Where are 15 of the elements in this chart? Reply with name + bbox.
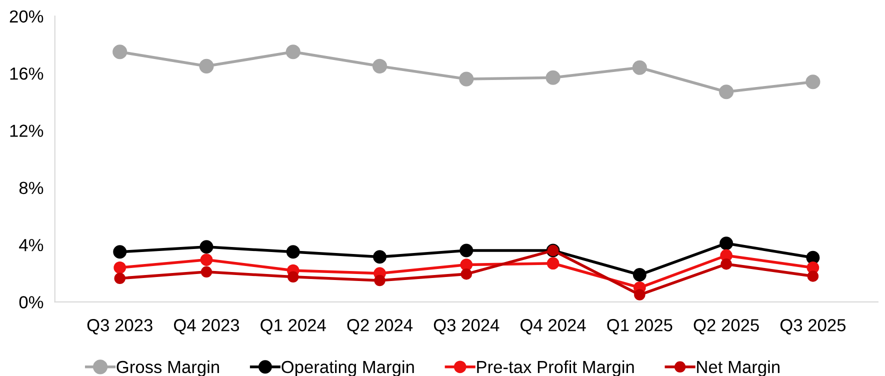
x-tick-label: Q2 2024 <box>347 319 413 334</box>
x-tick-label: Q1 2025 <box>607 319 672 334</box>
x-tick-label: Q2 2025 <box>694 319 759 334</box>
x-tick-label: Q1 2024 <box>260 319 326 334</box>
y-tick-label: 0% <box>19 296 44 308</box>
x-tick-label: Q3 2023 <box>87 319 152 334</box>
y-tick-label: 4% <box>19 239 44 252</box>
x-tick-label: Q3 2024 <box>434 319 500 334</box>
x-tick-label: Q4 2023 <box>174 319 240 334</box>
x-tick-label: Q4 2024 <box>520 319 586 334</box>
y-tick-label: 20% <box>10 10 44 23</box>
y-tick-label: 12% <box>10 124 44 137</box>
y-tick-label: 16% <box>10 67 44 80</box>
y-tick-label: 8% <box>19 182 44 194</box>
x-tick-label: Q3 2025 <box>780 319 846 334</box>
